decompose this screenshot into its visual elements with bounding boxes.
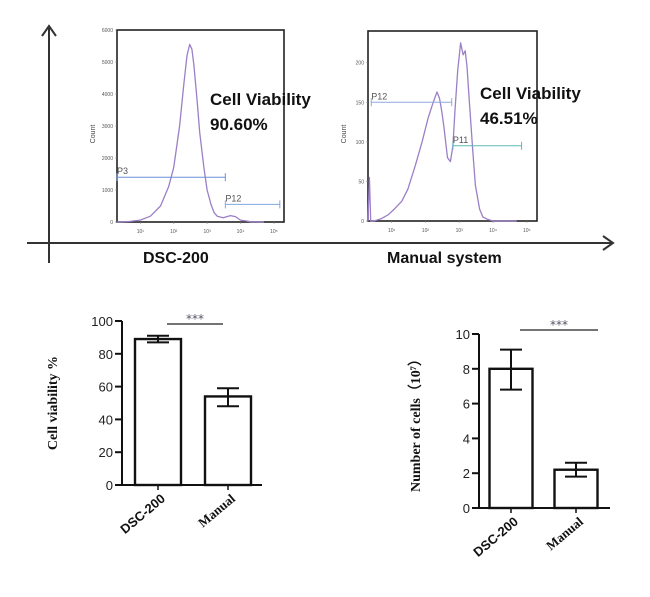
x-tick-label: 10³	[456, 228, 464, 234]
annotation-line2: 46.51%	[480, 109, 538, 128]
y-tick-label: 80	[99, 347, 113, 362]
gate-p12: P12	[224, 193, 281, 209]
y-tick-label: 3000	[102, 124, 113, 130]
x-tick-label: 10⁴	[489, 228, 497, 234]
group-label: DSC-200	[143, 250, 209, 267]
significance-stars: ***	[186, 312, 204, 326]
gate-label: P12	[371, 91, 387, 101]
y-tick-label: 0	[361, 219, 364, 225]
error-bar	[500, 348, 522, 391]
significance-stars: ***	[550, 318, 568, 332]
y-tick-label: 150	[356, 100, 365, 106]
x-tick-label: 10⁵	[523, 228, 531, 234]
y-tick-label: 100	[91, 314, 113, 329]
y-tick-label: 10	[456, 327, 470, 342]
y-tick-label: 5000	[102, 60, 113, 66]
y-tick-label: 50	[358, 179, 364, 185]
gate-label: P12	[225, 193, 241, 203]
y-tick-label: 40	[99, 412, 113, 427]
x-tick-label: 10²	[170, 229, 178, 235]
y-axis-label: Number of cells（10⁷）	[408, 352, 424, 492]
annotation-line1: Cell Viability	[210, 90, 311, 109]
x-tick-label: 10¹	[388, 228, 396, 234]
y-tick-label: 6000	[102, 28, 113, 34]
y-axis-label: Count	[341, 125, 348, 144]
error-bar	[147, 334, 169, 344]
error-bar	[217, 387, 239, 408]
gate-p11: P11	[452, 135, 523, 150]
gate-label: P11	[453, 135, 468, 145]
gate-p3: P3	[116, 166, 226, 182]
y-tick-label: 2000	[102, 156, 113, 162]
y-tick-label: 0	[106, 478, 113, 493]
bar-dsc-200	[133, 337, 183, 487]
y-tick-label: 200	[356, 61, 365, 67]
y-tick-label: 6	[463, 397, 470, 412]
plot-frame	[367, 30, 538, 222]
x-tick-label: 10⁴	[237, 229, 245, 235]
x-tick-label: 10¹	[137, 229, 145, 235]
overview-axes	[27, 24, 615, 263]
overview-y-arrowhead	[41, 24, 57, 37]
annotation-line1: Cell Viability	[480, 84, 581, 103]
y-tick-label: 0	[110, 220, 113, 226]
error-bar	[565, 461, 587, 478]
histogram-manual: 0 50 100 150 200 10¹ 10² 10³ 10⁴ 10⁵ Count P12 P11 C…	[341, 30, 581, 267]
overview-x-arrowhead	[602, 235, 615, 251]
x-tick-label: Manual	[195, 491, 238, 531]
x-tick-label: 10²	[422, 228, 430, 234]
bar-chart-cell-number: 0 2 4 6 8 10 DSC-200 Manual *** Number of cells（1…	[408, 318, 610, 560]
y-tick-label: 2	[463, 466, 470, 481]
histogram-line	[116, 43, 264, 223]
gate-label: P3	[117, 166, 128, 176]
y-tick-label: 20	[99, 445, 113, 460]
y-axis-label: Count	[90, 125, 97, 144]
histogram-dsc200: 0 1000 2000 3000 4000 5000 6000 10¹ 10² 10³ 10⁴ 10⁵…	[90, 28, 311, 267]
bar-manual	[203, 395, 253, 487]
annotation-line2: 90.60%	[210, 115, 268, 134]
y-tick-label: 4000	[102, 92, 113, 98]
y-tick-label: 4	[463, 431, 470, 446]
x-tick-label: 10⁵	[270, 229, 278, 235]
gate-p12: P12	[370, 91, 453, 107]
y-tick-label: 1000	[102, 188, 113, 194]
y-axis-label: Cell viability %	[46, 356, 61, 450]
x-tick-label: 10³	[204, 229, 212, 235]
histogram-line	[367, 42, 517, 222]
y-tick-label: 8	[463, 362, 470, 377]
y-tick-label: 60	[99, 380, 113, 395]
y-tick-label: 0	[463, 501, 470, 516]
y-tick-label: 100	[356, 140, 365, 146]
group-label: Manual system	[387, 250, 502, 267]
bar-chart-viability: 0 20 40 60 80 100 DSC-200 Manual *** Cell viabili…	[46, 312, 262, 537]
x-tick-label: DSC-200	[117, 491, 168, 537]
x-tick-label: DSC-200	[470, 514, 521, 560]
x-tick-label: Manual	[543, 514, 586, 554]
